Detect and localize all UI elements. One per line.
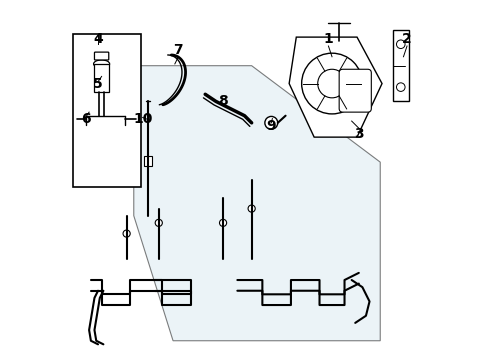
Circle shape (247, 205, 255, 212)
Polygon shape (134, 66, 380, 341)
Text: 6: 6 (81, 112, 90, 126)
Circle shape (155, 219, 162, 226)
Text: 4: 4 (93, 32, 102, 46)
Text: 7: 7 (173, 42, 183, 57)
Circle shape (123, 230, 130, 237)
Circle shape (396, 40, 404, 49)
Circle shape (396, 83, 404, 91)
Text: 3: 3 (353, 127, 363, 140)
FancyBboxPatch shape (339, 69, 370, 112)
FancyBboxPatch shape (94, 52, 108, 60)
Circle shape (219, 219, 226, 226)
FancyBboxPatch shape (94, 64, 109, 93)
FancyBboxPatch shape (143, 156, 152, 166)
Circle shape (301, 53, 362, 114)
Text: 5: 5 (93, 77, 102, 91)
Circle shape (317, 69, 346, 98)
FancyBboxPatch shape (73, 33, 141, 187)
Text: 2: 2 (401, 32, 411, 46)
Text: 1: 1 (323, 32, 333, 46)
Text: 8: 8 (218, 94, 227, 108)
Circle shape (264, 116, 277, 129)
Ellipse shape (93, 60, 109, 68)
Text: 10: 10 (133, 112, 152, 126)
Polygon shape (288, 37, 381, 137)
Text: 9: 9 (266, 120, 276, 134)
Polygon shape (392, 30, 408, 102)
